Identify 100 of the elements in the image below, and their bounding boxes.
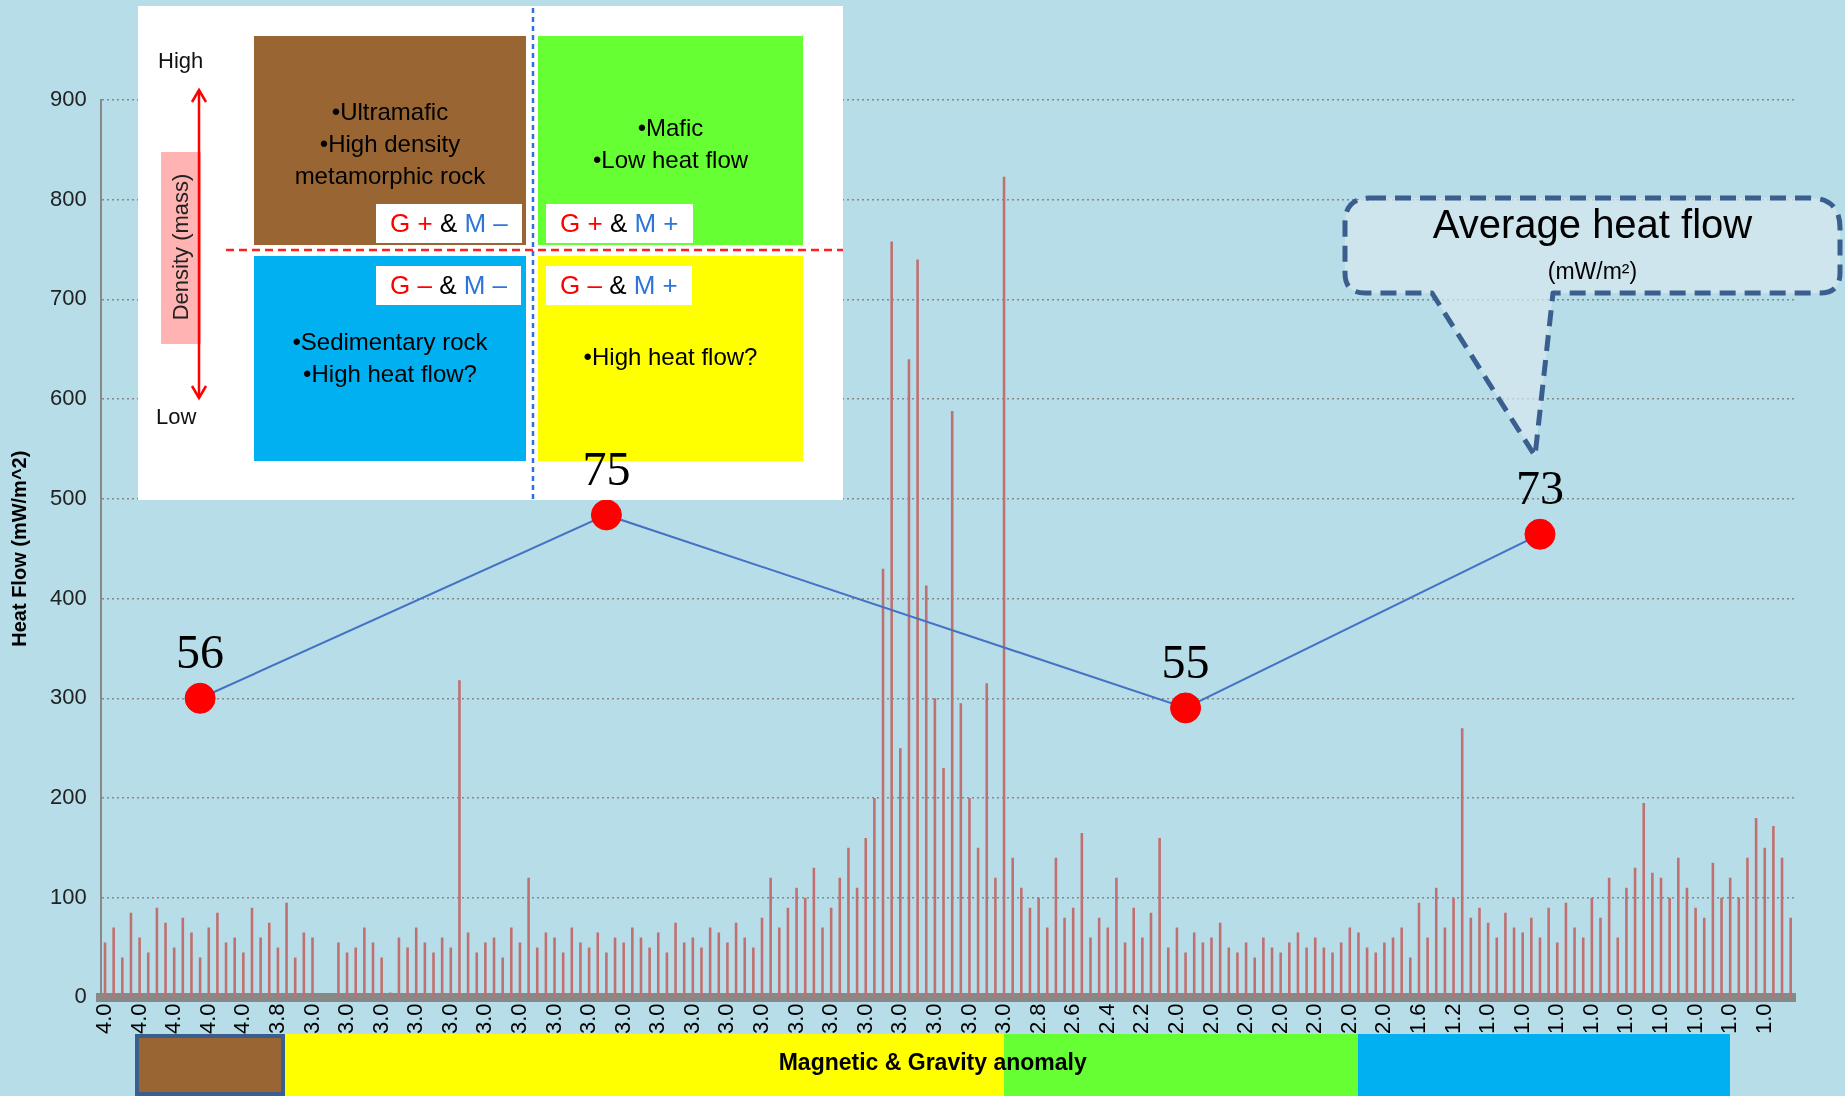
annotation: •Sedimentary rock <box>291 327 489 357</box>
x-tick-label: 3.0 <box>506 1003 532 1035</box>
x-tick-label: 1.0 <box>1543 1003 1569 1035</box>
x-tick-label: 3.0 <box>920 1003 946 1035</box>
bar <box>1763 847 1767 997</box>
bar <box>363 927 366 997</box>
bar <box>1253 957 1257 997</box>
point <box>590 499 622 531</box>
bar <box>406 947 409 997</box>
bar <box>1020 887 1023 997</box>
bar <box>1158 837 1161 997</box>
bar <box>899 748 902 997</box>
x-tick-label: 2.0 <box>1162 1003 1188 1035</box>
x-tick-label: 2.6 <box>1059 1003 1085 1035</box>
x-tick-label: 3.0 <box>748 1003 774 1035</box>
x-tick-label: 1.0 <box>1681 1003 1707 1035</box>
bar <box>1434 887 1438 997</box>
x-tick-label: 2.0 <box>1301 1003 1327 1035</box>
bar <box>259 937 262 997</box>
bar <box>1279 952 1282 997</box>
bar <box>1400 927 1403 997</box>
bar <box>994 877 997 997</box>
x-tick-label: 1.0 <box>1647 1003 1673 1035</box>
bar <box>1305 947 1308 997</box>
annotation: G – & M + <box>560 270 678 300</box>
bar <box>596 932 600 997</box>
x-tick-label: 1.0 <box>1716 1003 1742 1035</box>
bar <box>216 912 219 997</box>
bar <box>1210 937 1213 997</box>
bar <box>674 922 677 997</box>
x-tick-label: 2.0 <box>1335 1003 1361 1035</box>
bar <box>1521 932 1524 997</box>
bar <box>190 932 193 997</box>
annotation: Average heat flow <box>1431 202 1754 247</box>
x-tick-label: 2.0 <box>1197 1003 1223 1035</box>
bar <box>1789 917 1792 997</box>
bar <box>164 922 167 997</box>
bar <box>510 927 513 997</box>
bar <box>1063 917 1066 997</box>
x-tick-label: 3.0 <box>609 1003 635 1035</box>
x-tick-label: 3.0 <box>644 1003 670 1035</box>
bar <box>1478 907 1481 997</box>
x-tick-label: 3.0 <box>713 1003 739 1035</box>
bar <box>631 927 634 997</box>
x-tick-label: 3.0 <box>955 1003 981 1035</box>
x-tick-label: 1.0 <box>1474 1003 1500 1035</box>
x-tick-label: 3.0 <box>540 1003 566 1035</box>
x-tick-label: 2.2 <box>1128 1003 1154 1035</box>
bar <box>1045 927 1049 997</box>
y-tick-label: 400 <box>49 584 87 610</box>
y-tick-label: 900 <box>49 86 87 112</box>
bar <box>1227 947 1231 997</box>
y-tick-label: 200 <box>49 784 87 810</box>
bar <box>337 942 340 997</box>
bar <box>1581 937 1585 997</box>
bar <box>1141 937 1144 997</box>
bar <box>1011 857 1014 997</box>
bar <box>1313 937 1317 997</box>
y-tick-label: 300 <box>49 684 87 710</box>
bar <box>864 837 868 997</box>
x-tick-label: 3.0 <box>298 1003 324 1035</box>
x-tick-label: 4.0 <box>125 1003 151 1035</box>
bar <box>527 877 530 997</box>
x-tick-label: 1.2 <box>1439 1003 1465 1035</box>
bar <box>726 942 729 997</box>
bar <box>354 947 358 997</box>
bar <box>475 952 479 997</box>
annotation: •Ultramafic <box>330 97 450 127</box>
bar <box>1192 932 1196 997</box>
x-tick-label: 3.0 <box>817 1003 843 1035</box>
point <box>1170 692 1202 724</box>
bar <box>1677 857 1680 997</box>
bar <box>1262 937 1265 997</box>
bar <box>1089 937 1092 997</box>
bar <box>121 957 124 997</box>
bar <box>916 259 919 997</box>
bar <box>1132 907 1135 997</box>
bar <box>1374 952 1378 997</box>
x-tick-label: 4.0 <box>194 1003 220 1035</box>
x-tick-label: 1.0 <box>1612 1003 1638 1035</box>
bar <box>1331 952 1334 997</box>
bar <box>873 797 876 997</box>
bar <box>1426 937 1429 997</box>
annotation: •Mafic <box>636 113 705 143</box>
bar <box>717 932 721 997</box>
x-tick-label: 2.0 <box>1266 1003 1292 1035</box>
bar <box>138 937 141 997</box>
bar <box>777 927 781 997</box>
bar <box>1694 907 1697 997</box>
bar <box>1409 957 1412 997</box>
bar <box>821 927 824 997</box>
x-tick-label: 4.0 <box>229 1003 255 1035</box>
bar <box>1746 857 1749 997</box>
bar <box>1236 952 1239 997</box>
bar <box>942 768 945 997</box>
annotation: •High density <box>318 129 462 159</box>
x-tick-label: 3.0 <box>782 1003 808 1035</box>
x-tick-label: 2.0 <box>1370 1003 1396 1035</box>
x-tick-label: 3.0 <box>402 1003 428 1035</box>
y-tick-label: 700 <box>49 285 87 311</box>
